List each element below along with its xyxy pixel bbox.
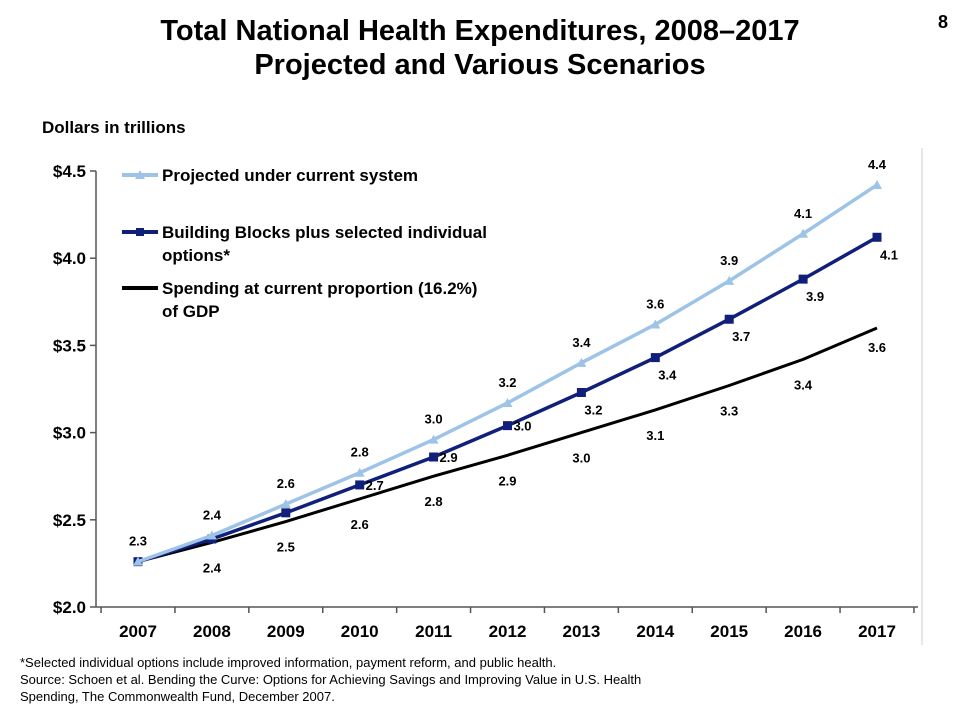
data-label-building-blocks: 3.4 [658,368,677,383]
data-point-projected [798,228,809,238]
line-chart: $2.0 $2.5 $3.0 $3.5 $4.0 $4.5 2007 2008 2009 2010… [53,148,923,645]
data-label-projected: 3.2 [498,375,516,390]
series-layer [133,179,882,567]
series-line-current-proportion [137,326,878,564]
data-point-building-blocks [872,232,882,242]
data-label-projected: 3.6 [646,296,664,311]
data-label-building-blocks: 3.0 [513,419,531,434]
data-label-building-blocks: 4.1 [880,247,898,262]
title-line-2: Projected and Various Scenarios [254,49,706,81]
y-tick-label: $3.0 [53,424,86,443]
y-tick-label: $4.0 [53,249,86,268]
data-point-building-blocks [576,387,586,397]
y-tick-label: $4.5 [53,162,86,181]
x-tick-label: 2015 [710,622,748,641]
x-tick-label: 2009 [267,622,305,641]
data-point-projected [502,397,513,407]
data-label-current-proportion: 2.8 [425,494,443,509]
x-tick-label: 2017 [858,622,896,641]
slide-number: 8 [937,12,948,32]
x-tick-label: 2008 [193,622,231,641]
data-label-current-proportion: 3.1 [646,428,664,443]
data-label-building-blocks: 3.2 [584,402,602,417]
y-units-label: Dollars in trillions [42,118,186,137]
y-tick-label: $3.5 [53,336,86,355]
data-point-building-blocks [281,508,291,518]
data-labels: 2.3 2.4 2.6 2.8 3.0 3.2 3.4 3.6 3.9 4.1 4.4 2.7 2.9 3… [129,157,898,576]
data-label-projected: 3.9 [720,253,738,268]
data-label-current-proportion: 2.4 [203,560,222,575]
footnote-line-1: *Selected individual options include imp… [20,655,557,670]
data-label-current-proportion: 3.3 [720,404,738,419]
x-tick-label: 2011 [415,622,452,641]
legend-label-building-blocks-2: options* [162,246,230,265]
data-point-projected [650,319,661,329]
data-label-projected: 4.1 [794,206,812,221]
footnote: *Selected individual options include imp… [20,654,920,705]
data-point-building-blocks [429,452,439,462]
data-label-current-proportion: 2.6 [351,517,369,532]
data-label-building-blocks: 3.7 [732,329,750,344]
axes: $2.0 $2.5 $3.0 $3.5 $4.0 $4.5 2007 2008 2009 2010… [53,148,923,645]
legend: Projected under current system Building … [122,166,487,321]
x-tick-label: 2013 [562,622,600,641]
x-tick-label: 2010 [341,622,379,641]
data-point-projected [354,467,365,477]
data-point-projected [428,434,439,444]
data-label-projected: 2.4 [203,507,222,522]
y-tick-label: $2.5 [53,511,86,530]
chart-title: Total National Health Expenditures, 2008… [0,14,960,82]
data-label-projected: 2.3 [129,534,147,549]
data-point-projected [724,275,735,285]
x-tick-label: 2014 [636,622,674,641]
data-point-building-blocks [798,274,808,284]
source-line-2: Spending, The Commonwealth Fund, Decembe… [20,689,335,704]
data-label-building-blocks: 2.7 [366,478,384,493]
data-label-current-proportion: 3.0 [572,451,590,466]
data-label-projected: 2.6 [277,476,295,491]
data-label-projected: 3.0 [425,412,443,427]
data-point-projected [280,499,291,509]
data-label-current-proportion: 3.4 [794,377,813,392]
data-point-building-blocks [503,421,512,431]
x-tick-label: 2012 [489,622,527,641]
legend-marker-building-blocks [136,228,144,236]
data-label-current-proportion: 2.9 [498,473,516,488]
data-label-projected: 2.8 [351,445,369,460]
data-point-building-blocks [355,480,365,490]
data-label-projected: 4.4 [868,157,887,172]
data-label-building-blocks: 3.9 [806,289,824,304]
x-tick-label: 2016 [784,622,822,641]
legend-label-building-blocks-1: Building Blocks plus selected individual [162,223,487,242]
data-point-building-blocks [650,353,660,363]
data-point-projected [872,179,882,189]
legend-label-current-proportion-2: of GDP [162,302,220,321]
data-point-building-blocks [724,314,734,324]
data-label-current-proportion: 2.5 [277,540,295,555]
title-line-1: Total National Health Expenditures, 2008… [160,15,800,47]
data-point-projected [206,530,217,540]
y-tick-label: $2.0 [53,598,86,617]
legend-label-current-proportion-1: Spending at current proportion (16.2%) [162,279,477,298]
legend-label-projected: Projected under current system [162,166,418,185]
data-point-projected [576,357,587,367]
data-point-projected [133,556,143,566]
data-label-projected: 3.4 [572,335,591,350]
x-tick-label: 2007 [119,622,157,641]
legend-marker-projected [135,170,145,179]
source-line-1: Source: Schoen et al. Bending the Curve:… [20,672,642,687]
data-label-current-proportion: 3.6 [868,340,886,355]
data-label-building-blocks: 2.9 [440,450,458,465]
